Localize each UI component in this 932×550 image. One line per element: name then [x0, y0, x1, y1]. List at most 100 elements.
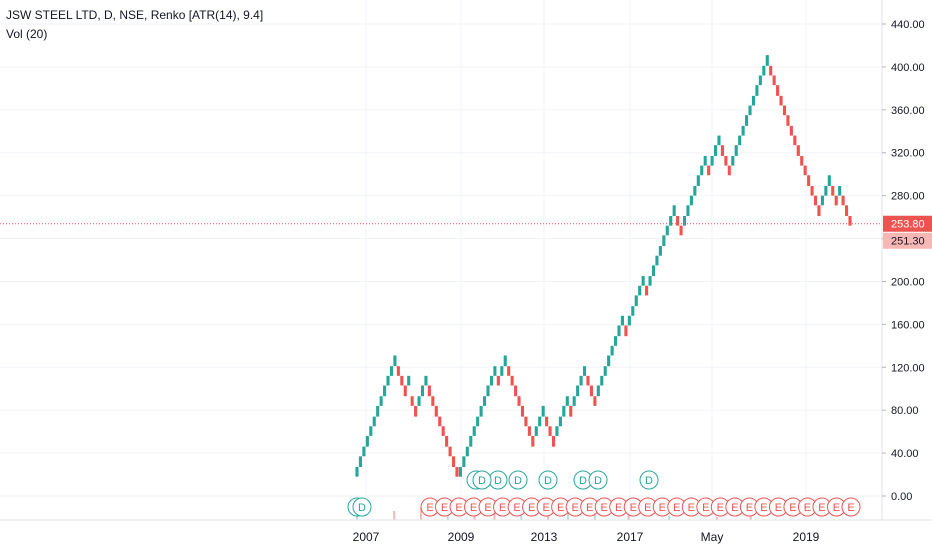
- svg-text:E: E: [673, 502, 680, 514]
- dividend-marker: D: [508, 470, 528, 490]
- up-brick: [565, 396, 569, 406]
- down-brick: [403, 385, 407, 397]
- time-axis[interactable]: 2007 2009 2013 2017 May 2019: [0, 519, 932, 544]
- down-brick: [796, 145, 800, 156]
- up-brick: [417, 396, 421, 406]
- price-axis[interactable]: 440.00400.00360.00320.00280.00240.00200.…: [881, 0, 932, 520]
- up-brick: [617, 325, 621, 337]
- down-brick: [496, 375, 500, 386]
- y-tick-label: 120.00: [891, 362, 925, 374]
- up-brick: [748, 105, 752, 116]
- up-brick: [731, 155, 735, 166]
- up-brick: [576, 385, 580, 397]
- svg-text:D: D: [358, 502, 366, 514]
- up-brick: [407, 375, 411, 386]
- down-brick: [586, 375, 590, 386]
- up-brick: [669, 216, 673, 226]
- svg-text:E: E: [542, 502, 549, 514]
- y-tick-label: 320.00: [891, 148, 925, 160]
- dividend-marker: D: [352, 497, 372, 517]
- up-brick: [634, 295, 638, 307]
- x-tick-label: 2013: [531, 530, 558, 544]
- up-brick: [562, 405, 566, 417]
- down-brick: [772, 75, 776, 86]
- svg-text:E: E: [789, 502, 796, 514]
- up-brick: [682, 216, 687, 226]
- up-brick: [689, 195, 693, 206]
- y-tick-label: 400.00: [891, 62, 925, 74]
- up-brick: [555, 426, 559, 436]
- up-brick: [389, 366, 394, 376]
- up-brick: [620, 315, 625, 326]
- down-brick: [455, 467, 459, 477]
- up-brick: [369, 426, 373, 436]
- svg-text:D: D: [594, 475, 602, 487]
- earnings-marker: E: [841, 497, 861, 517]
- down-brick: [445, 435, 449, 447]
- up-brick: [383, 385, 387, 397]
- down-brick: [779, 95, 783, 106]
- svg-text:E: E: [731, 502, 738, 514]
- up-brick: [596, 385, 600, 397]
- svg-text:D: D: [478, 475, 486, 487]
- up-brick: [603, 366, 607, 376]
- up-brick: [751, 95, 756, 106]
- svg-text:E: E: [484, 502, 491, 514]
- up-brick: [572, 396, 576, 406]
- up-brick: [376, 405, 380, 417]
- down-brick: [427, 385, 431, 397]
- dividend-marker: D: [538, 470, 558, 490]
- down-brick: [448, 446, 452, 457]
- down-brick: [624, 325, 628, 337]
- up-brick: [493, 366, 497, 376]
- svg-text:E: E: [833, 502, 840, 514]
- volume-bar: [668, 515, 671, 520]
- down-brick: [514, 385, 518, 397]
- down-brick: [720, 145, 724, 156]
- up-brick: [638, 285, 642, 296]
- x-tick-label: 2009: [448, 530, 475, 544]
- up-brick: [534, 426, 538, 436]
- secondary-price-label: 251.30: [891, 236, 925, 248]
- up-brick: [541, 405, 545, 417]
- x-tick-label: 2019: [793, 530, 820, 544]
- down-brick: [724, 155, 728, 166]
- down-brick: [786, 115, 790, 126]
- svg-text:E: E: [586, 502, 593, 514]
- dividend-marker: D: [472, 470, 492, 490]
- up-brick: [717, 135, 721, 146]
- down-brick: [414, 405, 418, 417]
- up-brick: [838, 185, 842, 196]
- down-brick: [431, 396, 435, 406]
- earnings-marker: E: [464, 497, 484, 517]
- up-brick: [693, 185, 697, 196]
- y-tick-label: 280.00: [891, 191, 925, 203]
- up-brick: [655, 255, 659, 266]
- y-tick-label: 80.00: [891, 405, 919, 417]
- svg-text:E: E: [818, 502, 825, 514]
- down-brick: [782, 105, 787, 116]
- down-brick: [679, 225, 683, 236]
- down-brick: [396, 366, 400, 376]
- x-tick-label: 2007: [353, 530, 380, 544]
- svg-text:D: D: [645, 475, 653, 487]
- volume-bar: [393, 511, 396, 520]
- up-brick: [686, 205, 690, 217]
- down-brick: [813, 195, 818, 206]
- down-brick: [410, 396, 414, 406]
- chart-title: JSW STEEL LTD, D, NSE, Renko [ATR(14), 9…: [6, 8, 264, 22]
- down-brick: [645, 285, 649, 296]
- up-brick: [393, 355, 397, 367]
- svg-text:E: E: [630, 502, 637, 514]
- up-brick: [538, 416, 542, 427]
- down-brick: [807, 175, 811, 186]
- up-brick: [648, 276, 652, 286]
- up-brick: [738, 135, 742, 146]
- up-brick: [631, 306, 635, 316]
- down-brick: [707, 165, 711, 176]
- svg-text:E: E: [601, 502, 608, 514]
- down-brick: [831, 185, 835, 196]
- svg-text:E: E: [441, 502, 448, 514]
- down-brick: [434, 405, 438, 417]
